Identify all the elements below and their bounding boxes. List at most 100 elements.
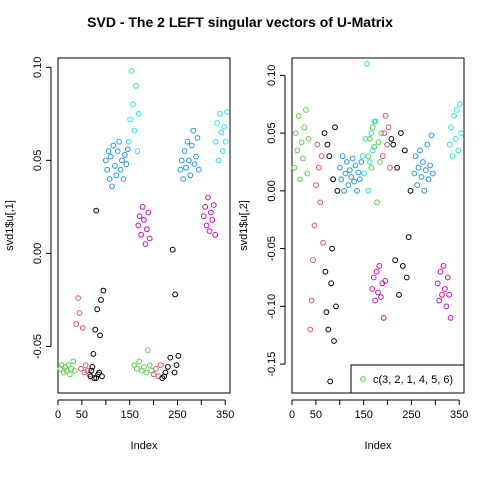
series-group-5: [135, 194, 219, 248]
data-point: [76, 310, 83, 316]
data-point: [88, 367, 95, 374]
data-point: [144, 347, 151, 354]
data-point: [392, 257, 399, 264]
data-point: [346, 167, 353, 174]
data-point: [318, 153, 325, 160]
legend-box: [350, 364, 465, 394]
data-point: [407, 187, 414, 194]
data-point: [434, 280, 441, 287]
plot-frame: [57, 57, 231, 394]
y-tick-label: -0.05: [266, 236, 278, 261]
data-point: [329, 245, 336, 252]
x-axis-label: Index: [365, 440, 392, 452]
data-point: [117, 166, 124, 173]
data-point: [384, 141, 391, 148]
data-point: [135, 110, 142, 117]
data-point: [186, 157, 192, 164]
data-point: [222, 138, 229, 145]
data-point: [372, 297, 379, 304]
x-tick-label: 150: [120, 409, 138, 421]
data-point: [381, 130, 388, 137]
data-point: [339, 153, 346, 160]
data-point: [122, 151, 128, 158]
series-group-6: [125, 68, 231, 164]
data-point: [224, 109, 231, 115]
data-point: [453, 107, 460, 113]
x-tick-label: 350: [450, 409, 468, 421]
data-point: [138, 231, 145, 238]
data-point: [352, 162, 359, 169]
data-point: [294, 147, 301, 154]
data-point: [94, 306, 101, 313]
data-point: [380, 315, 387, 321]
data-point: [136, 358, 143, 365]
data-point: [100, 287, 107, 294]
chart-panel-1: 0 50 150 250 350 -0.05 0.00 0.05 0.10 Index svd1$u…: [4, 57, 234, 452]
data-point: [106, 176, 113, 182]
data-point: [97, 332, 103, 339]
x-tick-label: 50: [76, 409, 88, 421]
data-point: [440, 263, 447, 269]
y-tick-label: 0.05: [32, 150, 44, 171]
data-point: [218, 129, 225, 136]
data-point: [124, 146, 131, 153]
data-point: [173, 362, 180, 369]
data-point: [442, 286, 448, 292]
data-point: [371, 118, 378, 125]
data-point: [79, 325, 86, 331]
series-group-3: [57, 347, 155, 378]
data-point: [364, 60, 370, 67]
data-point: [188, 142, 195, 149]
data-point: [405, 234, 412, 241]
data-point: [219, 148, 226, 155]
data-point: [394, 164, 401, 171]
data-point: [169, 246, 176, 253]
data-point: [141, 217, 147, 223]
y-tick-label: 0.05: [266, 122, 278, 143]
data-point: [133, 83, 139, 89]
series-group-1: [87, 207, 182, 382]
data-point: [301, 124, 308, 131]
data-point: [70, 358, 77, 365]
x-tick-label: 350: [216, 409, 234, 421]
data-point: [323, 309, 330, 316]
data-point: [194, 135, 201, 141]
data-point: [196, 166, 202, 173]
data-point: [175, 352, 182, 359]
data-point: [135, 222, 142, 229]
data-point: [136, 213, 143, 220]
data-point: [298, 139, 305, 146]
data-point: [171, 369, 178, 376]
data-point: [180, 176, 187, 182]
y-axis-label: svd1$u[,2]: [238, 200, 250, 251]
data-point: [310, 257, 316, 264]
data-point: [325, 326, 332, 333]
data-point: [308, 297, 315, 304]
data-point: [401, 147, 408, 154]
data-point: [449, 153, 456, 160]
y-tick-label: 0.10: [32, 57, 44, 78]
data-point: [390, 141, 397, 148]
data-point: [377, 159, 383, 165]
data-point: [295, 112, 302, 119]
data-point: [330, 176, 337, 183]
data-point: [420, 159, 426, 165]
data-point: [92, 326, 99, 333]
data-point: [378, 130, 385, 137]
data-point: [60, 369, 67, 376]
data-point: [349, 155, 356, 162]
data-point: [443, 303, 450, 310]
chart-panels: 0 50 150 250 350 -0.05 0.00 0.05 0.10 Index svd1$u…: [4, 57, 468, 452]
data-point: [382, 278, 389, 284]
data-point: [421, 187, 428, 194]
data-point: [387, 164, 393, 171]
data-point: [315, 164, 322, 171]
data-point: [355, 169, 362, 176]
data-point: [458, 130, 465, 137]
data-point: [157, 362, 164, 369]
data-point: [327, 378, 334, 385]
data-point: [141, 364, 147, 370]
data-point: [428, 132, 435, 139]
data-point: [177, 166, 184, 173]
